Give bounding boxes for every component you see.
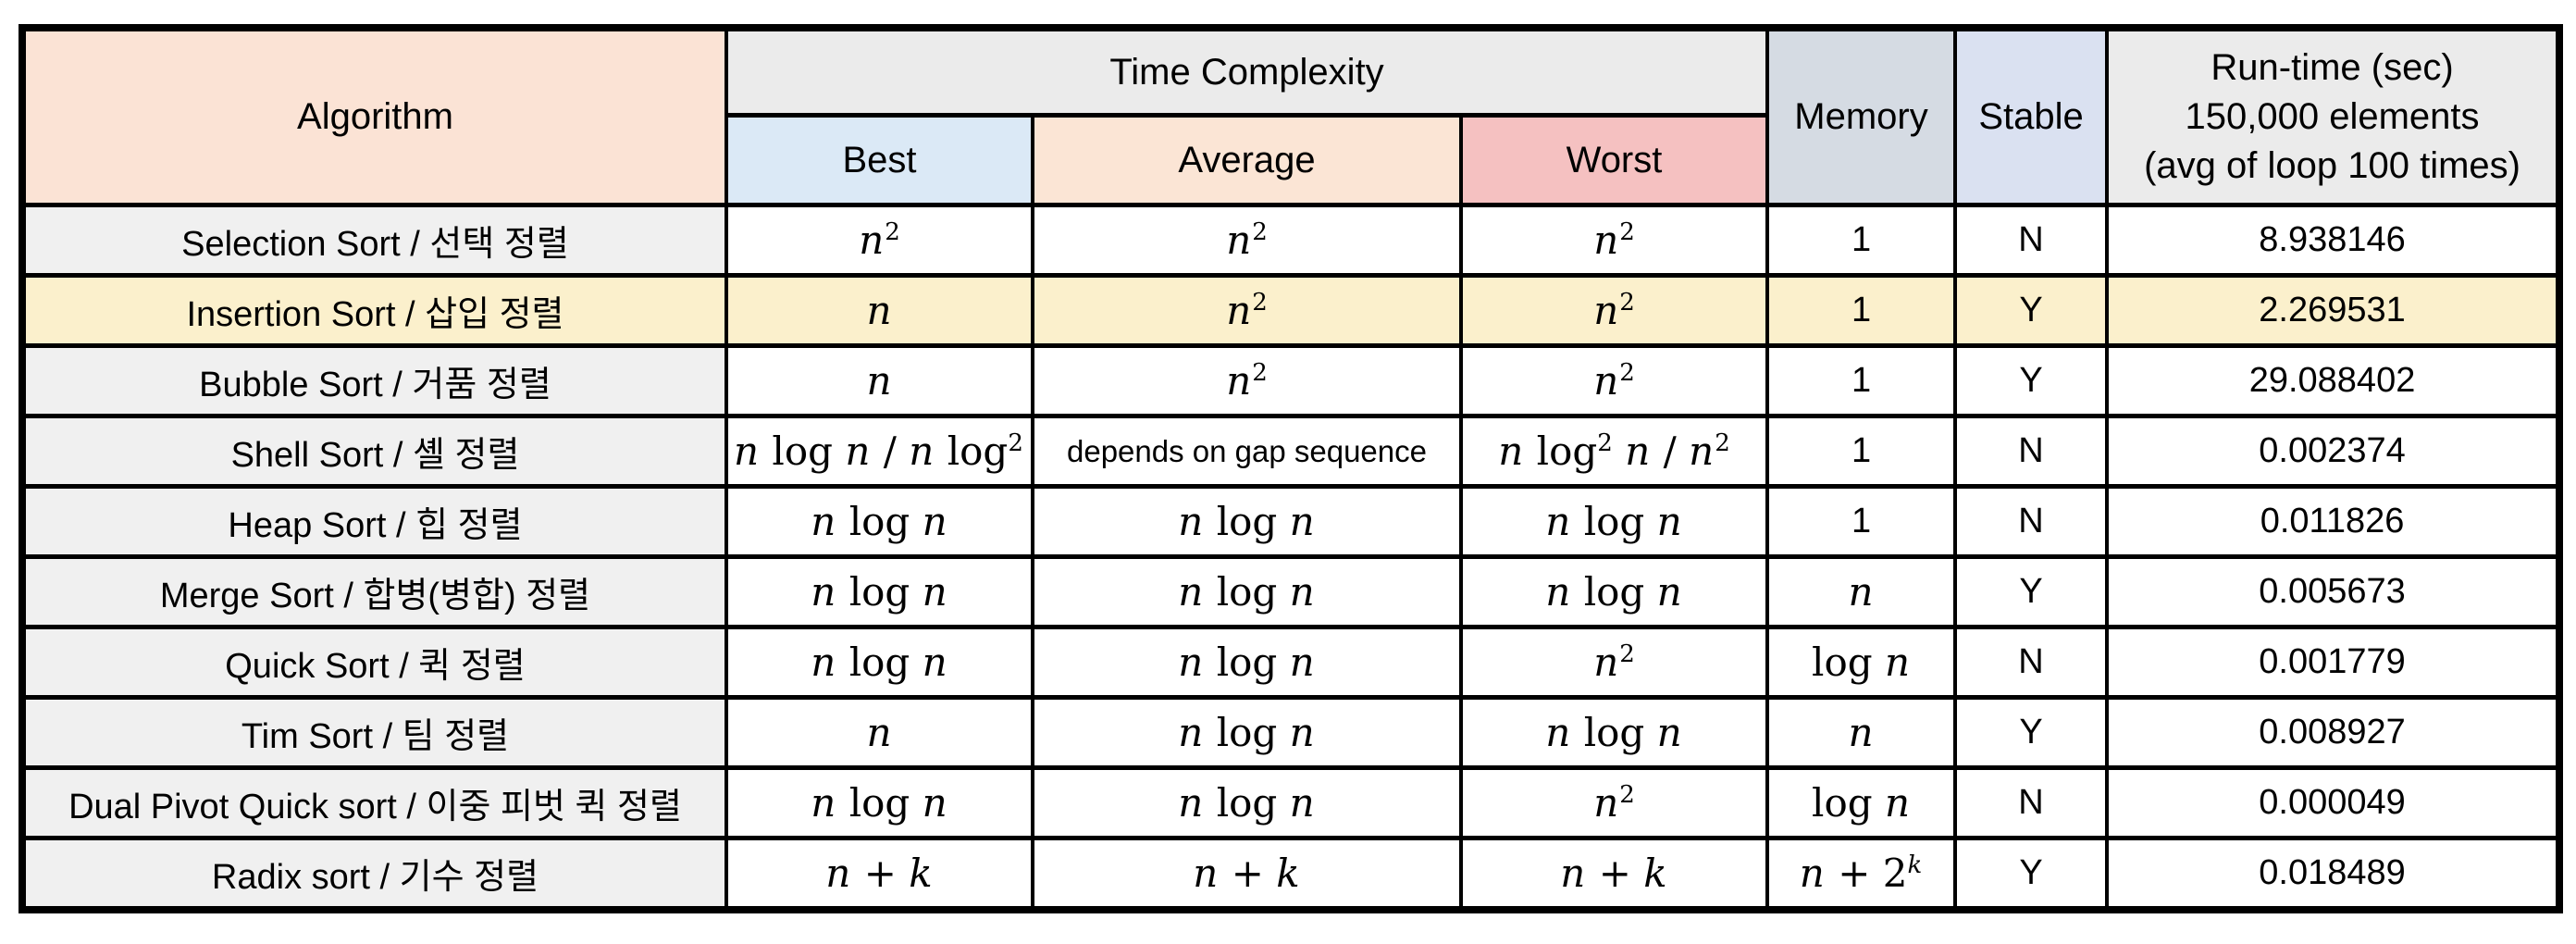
runtime-cell: 8.938146 <box>2105 203 2562 278</box>
algorithm-cell: Dual Pivot Quick sort / 이중 피벗 퀵 정렬 <box>20 765 728 840</box>
worst-complexity-cell: n log2 n / n2 <box>1458 414 1770 489</box>
worst-complexity-cell: n log n <box>1458 695 1770 770</box>
table-header: Algorithm Time Complexity Memory Stable … <box>20 25 2562 207</box>
average-complexity-cell: n2 <box>1031 273 1463 348</box>
algorithm-cell: Shell Sort / 셸 정렬 <box>20 414 728 489</box>
stable-cell: Y <box>1953 343 2110 418</box>
worst-complexity-cell: n2 <box>1458 765 1770 840</box>
memory-cell: 1 <box>1765 343 1958 418</box>
runtime-cell: 0.005673 <box>2105 554 2562 629</box>
runtime-header-line-3: (avg of loop 100 times) <box>2144 144 2520 186</box>
best-complexity-cell: n log n / n log2 n <box>724 414 1034 489</box>
header-worst: Worst <box>1458 113 1770 207</box>
header-time-complexity: Time Complexity <box>724 25 1770 118</box>
memory-cell: 1 <box>1765 414 1958 489</box>
worst-complexity-cell: n2 <box>1458 625 1770 700</box>
header-runtime: Run-time (sec) 150,000 elements (avg of … <box>2105 25 2562 207</box>
algorithm-cell: Bubble Sort / 거품 정렬 <box>20 343 728 418</box>
table-row: Tim Sort / 팀 정렬 n n log n n log n n Y 0.… <box>20 695 2562 770</box>
worst-complexity-cell: n2 <box>1458 203 1770 278</box>
runtime-cell: 0.018489 <box>2105 836 2562 913</box>
stable-cell: Y <box>1953 554 2110 629</box>
algorithm-cell: Tim Sort / 팀 정렬 <box>20 695 728 770</box>
worst-complexity-cell: n2 <box>1458 343 1770 418</box>
table-row: Radix sort / 기수 정렬 n + k n + k n + k n +… <box>20 836 2562 913</box>
runtime-cell: 0.002374 <box>2105 414 2562 489</box>
average-complexity-cell: n log n <box>1031 765 1463 840</box>
table-row: Heap Sort / 힙 정렬 n log n n log n n log n… <box>20 484 2562 559</box>
algorithm-cell: Selection Sort / 선택 정렬 <box>20 203 728 278</box>
algorithm-cell: Insertion Sort / 삽입 정렬 <box>20 273 728 348</box>
header-memory: Memory <box>1765 25 1958 207</box>
memory-cell: 1 <box>1765 203 1958 278</box>
algorithm-cell: Quick Sort / 퀵 정렬 <box>20 625 728 700</box>
header-row-2: Best Average Worst <box>22 113 2559 207</box>
header-best: Best <box>724 113 1034 207</box>
memory-cell: n <box>1765 554 1958 629</box>
best-complexity-cell: n <box>724 695 1034 770</box>
table-row: Selection Sort / 선택 정렬 n2 n2 n2 1 N 8.93… <box>20 203 2562 278</box>
average-complexity-cell: n + k <box>1031 836 1463 913</box>
best-complexity-cell: n log n <box>724 625 1034 700</box>
table-row: Shell Sort / 셸 정렬 n log n / n log2 n dep… <box>20 414 2562 489</box>
stable-cell: N <box>1953 765 2110 840</box>
stable-cell: Y <box>1953 695 2110 770</box>
table-body: Selection Sort / 선택 정렬 n2 n2 n2 1 N 8.93… <box>20 203 2562 913</box>
memory-cell: n + 2k <box>1765 836 1958 913</box>
table-row: Bubble Sort / 거품 정렬 n n2 n2 1 Y 29.08840… <box>20 343 2562 418</box>
sorting-algorithms-table: Algorithm Time Complexity Memory Stable … <box>19 24 2564 913</box>
algorithm-cell: Merge Sort / 합병(병합) 정렬 <box>20 554 728 629</box>
header-row-1: Algorithm Time Complexity Memory Stable … <box>20 25 2562 207</box>
worst-complexity-cell: n2 <box>1458 273 1770 348</box>
memory-cell: 1 <box>1765 273 1958 348</box>
worst-complexity-cell: n + k <box>1458 836 1770 913</box>
table-row: Insertion Sort / 삽입 정렬 n n2 n2 1 Y 2.269… <box>20 273 2562 348</box>
memory-cell: log n <box>1765 625 1958 700</box>
best-complexity-cell: n log n <box>724 554 1034 629</box>
table-row: Quick Sort / 퀵 정렬 n log n n log n n2 log… <box>20 625 2562 700</box>
worst-complexity-cell: n log n <box>1458 554 1770 629</box>
best-complexity-cell: n log n <box>724 765 1034 840</box>
memory-cell: 1 <box>1765 484 1958 559</box>
algorithm-cell: Radix sort / 기수 정렬 <box>20 836 728 913</box>
best-complexity-cell: n <box>724 273 1034 348</box>
table-row: Merge Sort / 합병(병합) 정렬 n log n n log n n… <box>20 554 2562 629</box>
runtime-cell: 0.008927 <box>2105 695 2562 770</box>
best-complexity-cell: n2 <box>724 203 1034 278</box>
stable-cell: N <box>1953 484 2110 559</box>
runtime-header-line-2: 150,000 elements <box>2185 96 2480 138</box>
table-row: Dual Pivot Quick sort / 이중 피벗 퀵 정렬 n log… <box>20 765 2562 840</box>
stable-cell: N <box>1953 625 2110 700</box>
stable-cell: N <box>1953 414 2110 489</box>
worst-complexity-cell: n log n <box>1458 484 1770 559</box>
runtime-header-line-1: Run-time (sec) <box>2211 47 2454 89</box>
header-average: Average <box>1031 113 1463 207</box>
stable-cell: Y <box>1953 836 2110 913</box>
runtime-cell: 0.001779 <box>2105 625 2562 700</box>
header-stable: Stable <box>1953 25 2110 207</box>
runtime-cell: 29.088402 <box>2105 343 2562 418</box>
average-complexity-cell: n log n <box>1031 625 1463 700</box>
header-algorithm: Algorithm <box>20 25 728 207</box>
best-complexity-cell: n + k <box>724 836 1034 913</box>
stable-cell: N <box>1953 203 2110 278</box>
algorithm-cell: Heap Sort / 힙 정렬 <box>20 484 728 559</box>
runtime-cell: 2.269531 <box>2105 273 2562 348</box>
average-complexity-cell: depends on gap sequence <box>1031 414 1463 489</box>
average-complexity-cell: n2 <box>1031 343 1463 418</box>
best-complexity-cell: n <box>724 343 1034 418</box>
average-complexity-cell: n log n <box>1031 695 1463 770</box>
memory-cell: n <box>1765 695 1958 770</box>
runtime-cell: 0.000049 <box>2105 765 2562 840</box>
average-complexity-cell: n log n <box>1031 554 1463 629</box>
best-complexity-cell: n log n <box>724 484 1034 559</box>
runtime-cell: 0.011826 <box>2105 484 2562 559</box>
average-complexity-cell: n log n <box>1031 484 1463 559</box>
average-complexity-cell: n2 <box>1031 203 1463 278</box>
stable-cell: Y <box>1953 273 2110 348</box>
memory-cell: log n <box>1765 765 1958 840</box>
